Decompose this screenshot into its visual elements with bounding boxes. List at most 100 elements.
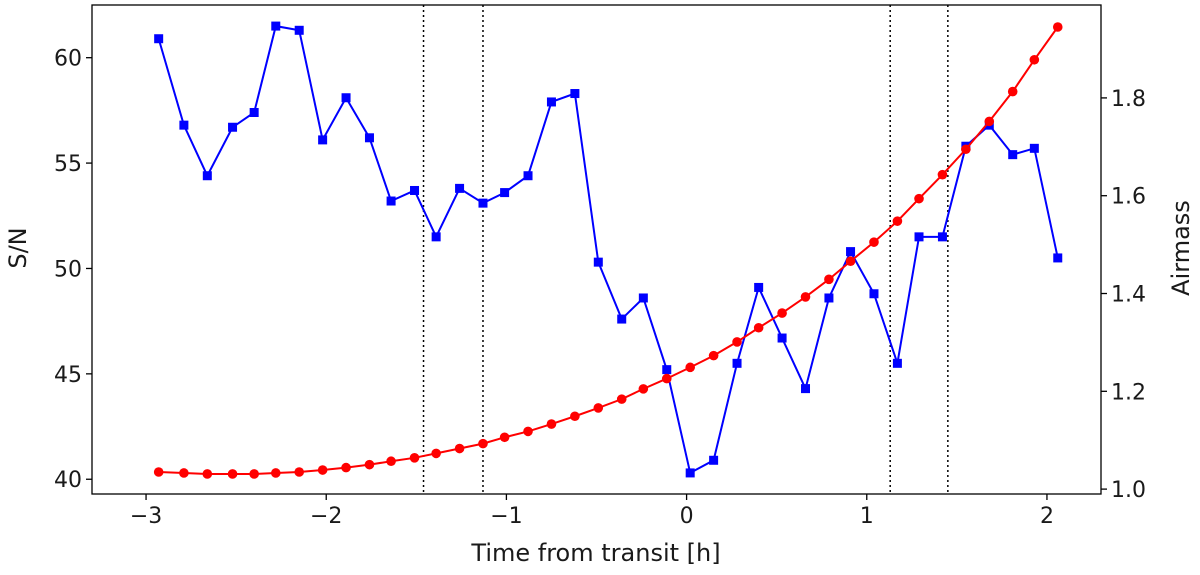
series-0-point-21 [638, 293, 648, 303]
series-1-point-21 [638, 384, 649, 394]
series-1-point-14 [478, 438, 488, 449]
series-1-point-3 [227, 469, 238, 479]
series-1-point-28 [800, 292, 811, 302]
series-0-point-20 [617, 314, 627, 324]
series-0-point-34 [937, 232, 947, 242]
y-left-tick-label-3: 55 [54, 152, 82, 177]
series-1-point-11 [409, 453, 420, 463]
series-0-point-39 [1053, 253, 1063, 263]
series-0-point-26 [754, 282, 764, 292]
series-1-point-6 [294, 467, 305, 477]
series-1-point-27 [777, 308, 787, 318]
series-1-point-24 [708, 350, 719, 361]
series-0-point-27 [777, 333, 787, 343]
y-axis-right-label: Airmass [1167, 200, 1195, 296]
series-0-point-30 [846, 247, 856, 257]
axis-ticks: −3 −2 −1 0 1 2 40 45 50 55 60 1.0 1.2 1.4 1.6 1.8 [54, 47, 1146, 529]
series-1-point-18 [570, 411, 580, 422]
y-left-tick-label-4: 60 [54, 47, 82, 72]
series-1-point-35 [961, 144, 971, 155]
series-0-point-14 [478, 198, 488, 208]
series-1-point-13 [454, 443, 465, 454]
series-0-point-38 [1029, 143, 1039, 153]
plot-area [153, 5, 1063, 494]
series-1-point-31 [869, 237, 879, 247]
series-0-point-4 [249, 107, 259, 117]
series-1-point-0 [153, 467, 164, 477]
series-1-point-4 [249, 469, 259, 479]
series-0-point-7 [318, 135, 328, 145]
series-0-point-31 [869, 289, 879, 299]
series-1-point-22 [661, 373, 672, 384]
series-0-point-15 [500, 188, 510, 198]
series-1-point-23 [685, 362, 695, 373]
series-1-point-10 [386, 456, 396, 467]
series-1-point-37 [1007, 86, 1018, 97]
series-0-point-0 [154, 34, 164, 44]
series-1-point-39 [1052, 22, 1063, 32]
series-0-point-18 [570, 89, 580, 99]
y-right-tick-label-0: 1.0 [1111, 478, 1146, 503]
series-1-point-20 [616, 394, 627, 404]
series-1-point-9 [364, 459, 375, 470]
series-1-point-33 [914, 193, 924, 204]
series-1-point-19 [593, 403, 604, 413]
y-left-tick-label-0: 40 [54, 468, 82, 493]
series-1-point-1 [179, 468, 189, 478]
y-right-tick-label-3: 1.6 [1111, 185, 1146, 210]
x-tick-label-1: −2 [310, 504, 342, 529]
series-0-point-37 [1008, 150, 1018, 160]
series-0-point-17 [546, 97, 556, 107]
series-1-point-38 [1029, 54, 1040, 65]
series-0-point-32 [892, 358, 902, 368]
series-1-point-16 [523, 426, 533, 437]
series-1-point-12 [431, 448, 441, 459]
series-0-point-12 [431, 232, 441, 242]
series-1-point-32 [892, 216, 903, 226]
series-0-point-33 [914, 232, 924, 242]
series-0-point-22 [662, 365, 672, 375]
x-tick-label-0: −3 [130, 504, 162, 529]
series-1-point-30 [845, 256, 856, 267]
x-tick-label-4: 1 [860, 504, 874, 529]
series-1-point-26 [753, 322, 764, 333]
series-1-point-15 [499, 432, 510, 443]
series-1-point-2 [202, 469, 213, 479]
x-axis-label: Time from transit [h] [470, 539, 720, 567]
series-0-point-19 [593, 257, 603, 267]
y-left-tick-label-2: 50 [54, 257, 82, 282]
series-1-point-29 [824, 274, 834, 285]
series-1-point-25 [732, 337, 742, 347]
y-right-tick-label-1: 1.2 [1111, 380, 1146, 405]
series-0-point-16 [523, 171, 533, 181]
series-line-0 [157, 24, 1059, 475]
series-0-point-13 [455, 183, 465, 193]
y-right-tick-label-4: 1.8 [1111, 87, 1146, 112]
series-0-point-11 [410, 185, 420, 195]
series-0-point-1 [179, 120, 189, 130]
series-1-point-5 [270, 468, 281, 478]
y-left-tick-label-1: 45 [54, 363, 82, 388]
series-1-point-7 [317, 465, 328, 475]
series-0-point-29 [824, 293, 834, 303]
axes-frame [91, 4, 1102, 495]
series-0-point-3 [228, 122, 238, 132]
x-tick-label-2: −1 [490, 504, 522, 529]
series-0-point-8 [341, 93, 351, 103]
y-right-tick-label-2: 1.4 [1111, 283, 1146, 308]
series-0-point-10 [386, 196, 396, 206]
series-0-point-24 [709, 455, 719, 465]
series-0-point-5 [271, 21, 281, 31]
x-tick-label-3: 0 [680, 504, 694, 529]
series-0-point-9 [364, 133, 374, 143]
series-0-point-25 [732, 358, 742, 368]
x-tick-label-5: 2 [1040, 504, 1054, 529]
series-0-point-28 [801, 384, 811, 394]
series-1-point-8 [341, 462, 351, 473]
series-0-point-23 [685, 468, 695, 478]
series-1-point-34 [937, 169, 948, 180]
y-axis-left-label: S/N [4, 227, 32, 268]
series-0-point-6 [294, 25, 304, 35]
series-1-point-17 [546, 419, 557, 429]
